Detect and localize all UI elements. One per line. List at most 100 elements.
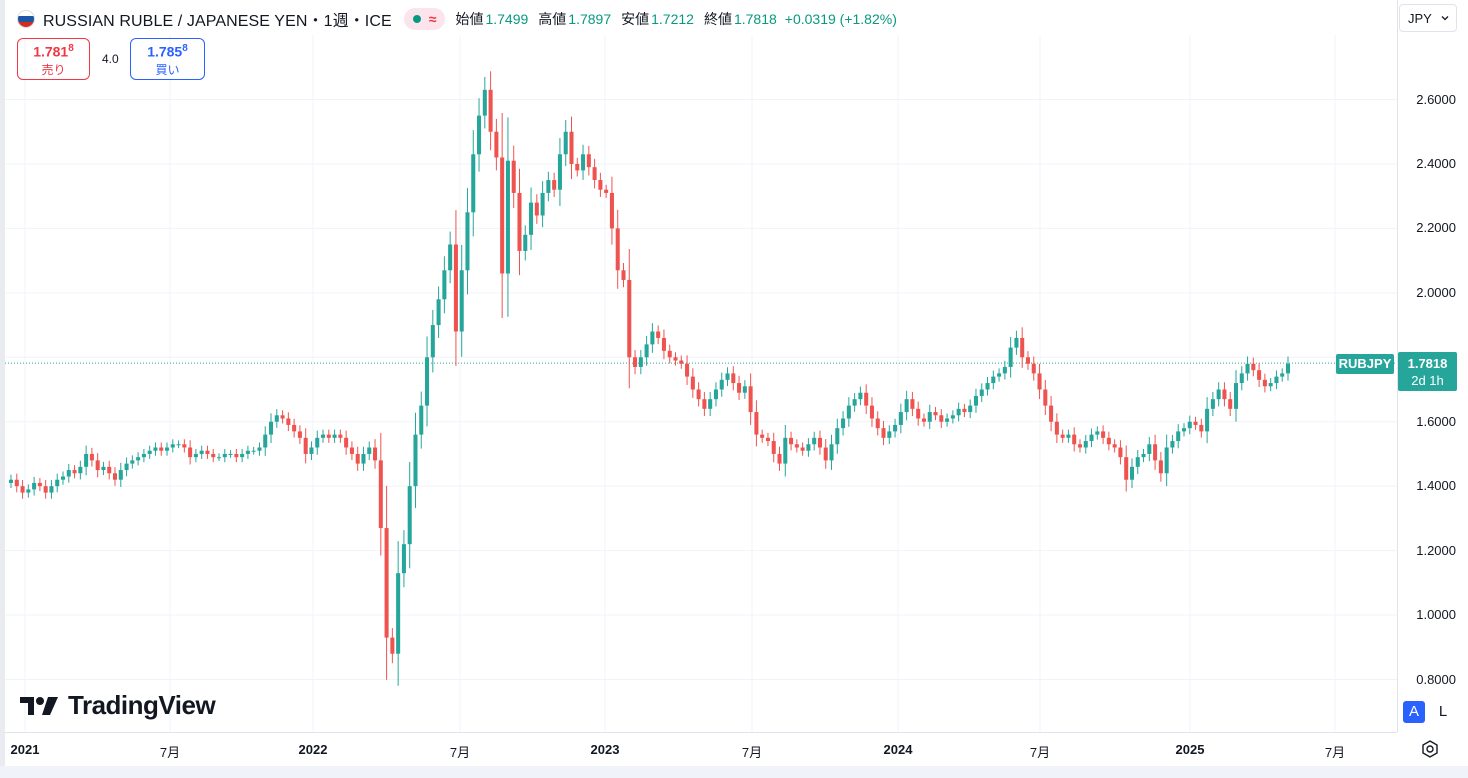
candle [968, 399, 973, 419]
candle-body [1124, 457, 1129, 480]
candle-body [222, 453, 227, 458]
candle-body [425, 357, 430, 406]
market-status-dot-icon [412, 15, 421, 23]
candle-body [84, 453, 89, 467]
ohlc-close: 終値 1.7818 [704, 9, 777, 29]
candle [806, 438, 811, 457]
candle [823, 439, 828, 469]
candle [1118, 440, 1123, 465]
candle [84, 445, 89, 476]
candle-body [234, 453, 239, 458]
candle [615, 209, 620, 289]
price-chart[interactable] [5, 35, 1397, 732]
candle [1014, 330, 1019, 355]
candle-body [627, 279, 632, 358]
tradingview-logo[interactable]: TradingView [20, 690, 216, 721]
candle [817, 430, 822, 455]
price-tick-label: 2.4000 [1416, 155, 1456, 171]
candle-body [1043, 389, 1048, 406]
market-status-pill[interactable]: ≈ [403, 8, 446, 30]
time-tick-label: 7月 [449, 745, 471, 760]
candle [1257, 362, 1262, 388]
candle [164, 442, 170, 456]
candle-body [66, 470, 71, 477]
candle [534, 194, 539, 224]
candle [20, 480, 25, 499]
candle [1193, 416, 1198, 430]
currency-select[interactable]: JPY [1399, 4, 1457, 32]
candle-body [1025, 357, 1030, 364]
candle [211, 448, 216, 463]
candle-body [1158, 460, 1163, 474]
ohlc-open-value: 1.7499 [485, 11, 529, 27]
candle [1274, 370, 1279, 390]
sell-button[interactable]: 1.7818 売り [17, 38, 90, 80]
candle [505, 117, 510, 317]
candle-body [89, 453, 94, 461]
candle-body [1037, 373, 1042, 390]
candle-body [800, 447, 805, 451]
candle-body [829, 444, 834, 461]
candle-body [361, 453, 366, 464]
candle-body [1083, 441, 1088, 448]
time-tick-label: 2023 [590, 742, 620, 757]
candle-body [286, 418, 291, 425]
candle-body [1239, 373, 1244, 384]
candle-body [193, 453, 198, 458]
candle-body [754, 412, 759, 435]
candle [170, 439, 175, 453]
candle-body [1222, 389, 1227, 400]
log-scale-button[interactable]: L [1438, 703, 1448, 720]
candle-body [245, 450, 250, 454]
candle [107, 460, 112, 480]
candle-body [188, 447, 193, 458]
candle-body [49, 486, 54, 493]
candle [1210, 391, 1215, 417]
candle [309, 441, 314, 461]
candle [112, 467, 118, 486]
candle [101, 461, 106, 476]
candle-body [228, 453, 233, 455]
candle-body [852, 399, 857, 406]
buy-price-main: 1.785 [147, 43, 183, 60]
candle [396, 541, 401, 686]
candle-body [1199, 424, 1204, 432]
candle [858, 386, 863, 406]
candle [72, 465, 77, 479]
candle-body [823, 447, 828, 461]
buy-button[interactable]: 1.7858 買い [130, 38, 205, 80]
symbol-title[interactable]: RUSSIAN RUBLE / JAPANESE YEN・1週・ICE [43, 13, 392, 30]
candle [453, 210, 458, 366]
candle-body [777, 453, 782, 464]
candle-body [592, 167, 597, 181]
candle [644, 336, 649, 366]
candle [1222, 382, 1227, 407]
ohlc-high-value: 1.7897 [568, 11, 612, 27]
candle-body [378, 460, 383, 529]
candle [494, 118, 499, 171]
candle [1285, 356, 1291, 381]
candle-body [523, 234, 528, 251]
time-axis[interactable]: 2021 7月 2022 7月 2023 7月 2024 7月 2025 7月 [5, 732, 1397, 767]
candle-body [136, 457, 141, 461]
candle-body [367, 447, 372, 454]
candle [118, 462, 123, 487]
candle-body [817, 437, 822, 448]
candle [841, 411, 846, 436]
candle-body [436, 299, 441, 326]
candle-body [644, 344, 649, 358]
candle [234, 448, 239, 463]
candle [523, 225, 528, 261]
candle-body [482, 89, 487, 116]
candle-body [1072, 434, 1077, 445]
candle [973, 388, 978, 413]
candle-body [269, 421, 274, 435]
candle [719, 372, 724, 397]
candle [852, 393, 857, 412]
candle-body [1205, 408, 1210, 432]
candle-body [1257, 370, 1262, 380]
candle [407, 462, 412, 569]
candle [945, 413, 950, 427]
gear-icon[interactable] [1419, 738, 1441, 760]
auto-scale-button[interactable]: A [1403, 701, 1425, 723]
